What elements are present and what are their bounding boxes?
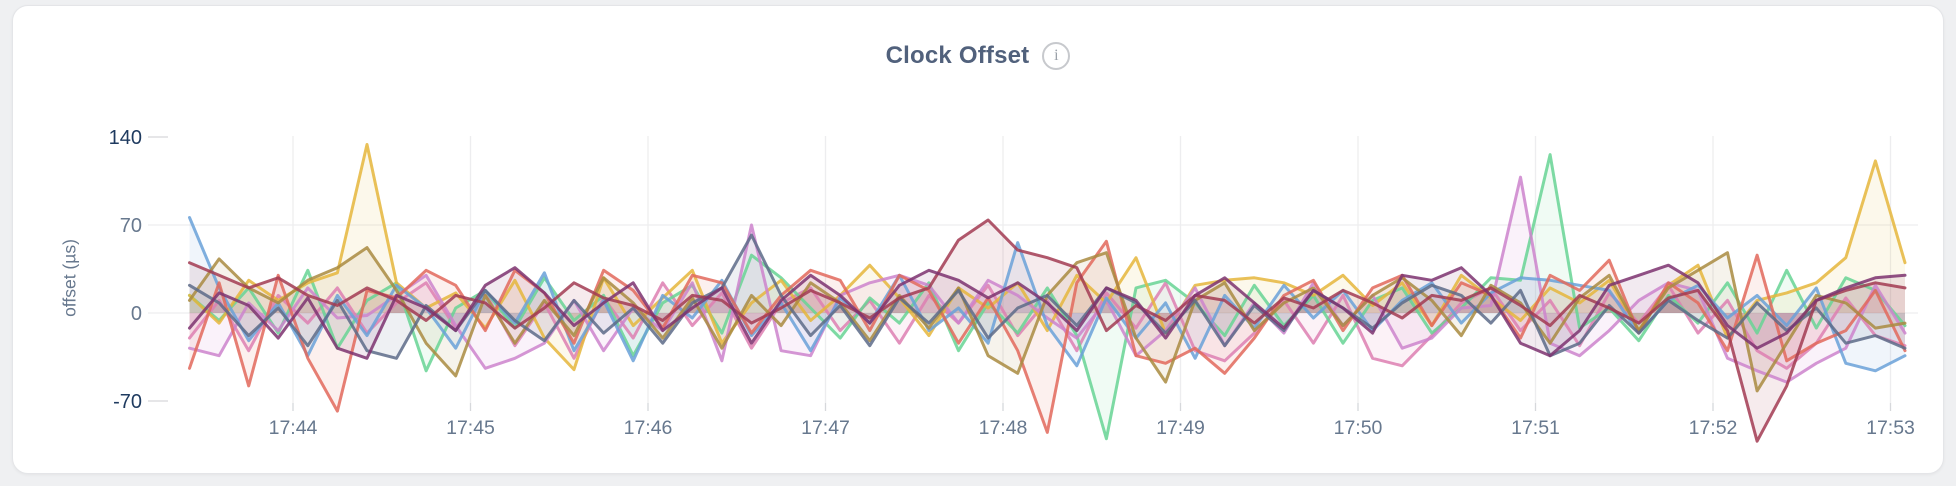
series-blue-line: [188, 216, 1907, 373]
x-tick-label: 17:50: [1334, 417, 1383, 439]
y-tick-label: 140: [109, 127, 142, 149]
info-icon[interactable]: i: [1042, 42, 1071, 70]
x-tick-label: 17:45: [446, 417, 495, 439]
series-orchid-line: [188, 175, 1907, 384]
series-salmon-line: [188, 239, 1907, 434]
series-rose-area: [189, 282, 1905, 369]
x-tick-label: 17:49: [1156, 417, 1205, 439]
series-maroon-area: [189, 220, 1905, 442]
info-icon-glyph: i: [1054, 47, 1059, 64]
x-tick-label: 17:52: [1689, 417, 1738, 439]
chart-header: Clock Offset i: [13, 42, 1943, 70]
x-tick-label: 17:46: [624, 417, 673, 439]
x-tick-label: 17:53: [1866, 417, 1915, 439]
x-tick-label: 17:44: [269, 417, 318, 439]
x-tick-label: 17:48: [979, 417, 1028, 439]
y-tick-label: 70: [120, 215, 142, 237]
series-plum-line: [188, 263, 1907, 360]
x-tick-label: 17:51: [1511, 417, 1560, 439]
x-tick-label: 17:47: [801, 417, 850, 439]
y-tick-label: 0: [131, 303, 142, 325]
y-tick-label: -70: [113, 391, 142, 413]
chart-title: Clock Offset: [885, 42, 1030, 69]
chart-card: Clock Offset i offset (µs): [12, 5, 1944, 474]
